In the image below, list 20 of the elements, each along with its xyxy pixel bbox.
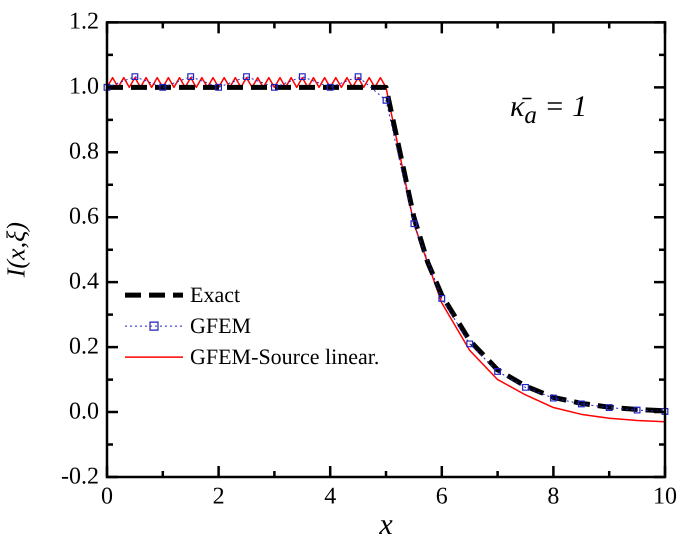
x-tick-label: 2 — [212, 483, 225, 510]
legend-label: GFEM — [190, 312, 252, 338]
y-axis-title: I(x,ξ) — [1, 222, 30, 278]
legend-label: Exact — [190, 282, 240, 307]
x-tick-label: 4 — [324, 483, 336, 510]
x-tick-label: 0 — [101, 483, 113, 510]
x-tick-label: 10 — [653, 483, 677, 510]
annotation: κ̄$_{a}$ = 1 — [510, 90, 588, 130]
legend-label: GFEM-Source linear. — [190, 344, 380, 369]
y-tick-label: 0.4 — [69, 268, 99, 294]
x-tick-label: 8 — [547, 483, 560, 510]
y-tick-label: 0.6 — [69, 204, 99, 230]
y-tick-label: 1.0 — [69, 74, 99, 100]
y-tick-label: 1.2 — [69, 8, 99, 35]
y-tick-label: 0.8 — [69, 138, 99, 165]
y-tick-label: 0.0 — [69, 398, 99, 424]
y-tick-label: -0.2 — [61, 463, 99, 490]
x-tick-label: 6 — [436, 483, 448, 510]
x-axis-title: x — [378, 508, 394, 541]
y-tick-label: 0.2 — [69, 333, 99, 360]
